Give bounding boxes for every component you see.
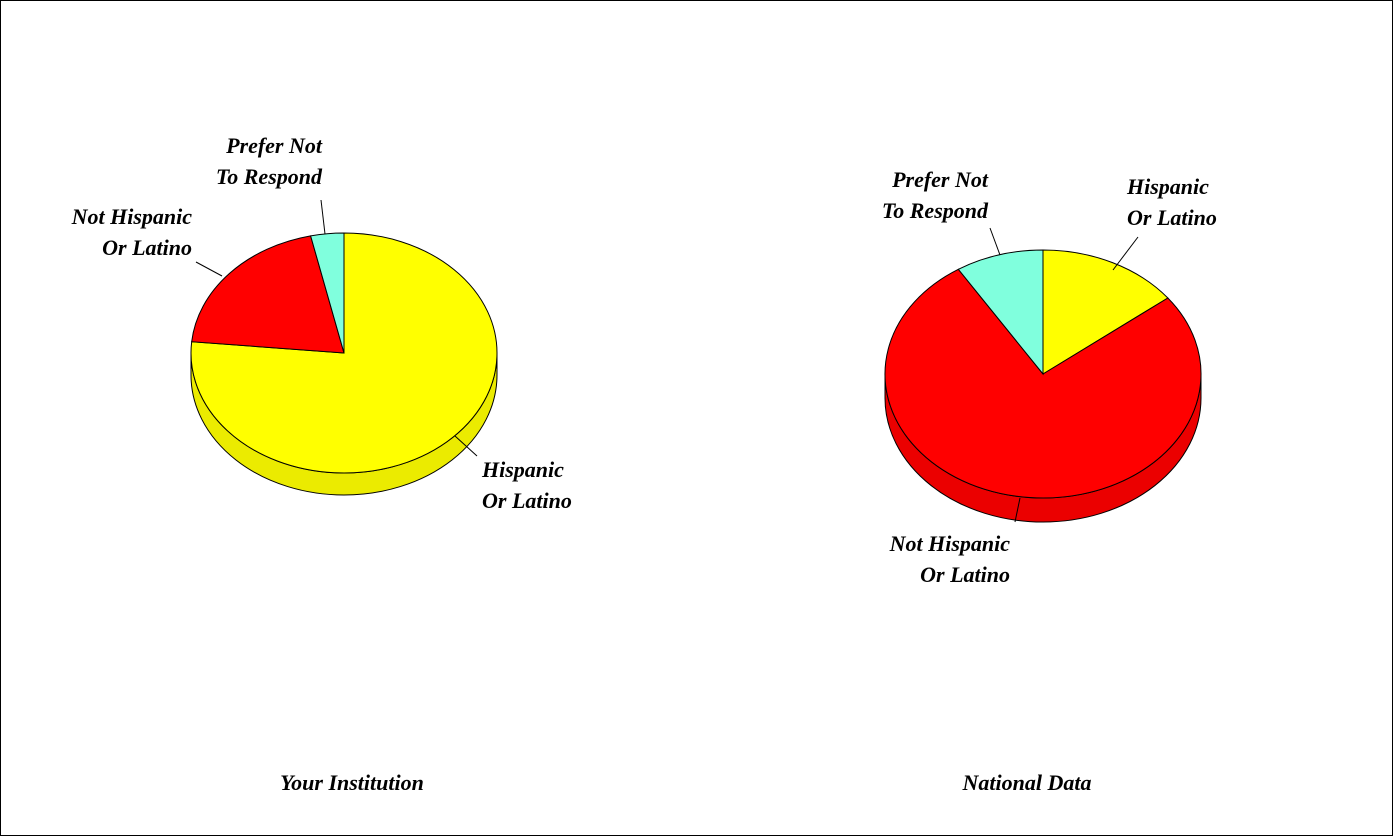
slice-label-line-0-1-0: Not Hispanic xyxy=(71,204,193,229)
slice-label-line-1-1-0: Not Hispanic xyxy=(889,531,1011,556)
slice-label-line-1-0-1: Or Latino xyxy=(1127,205,1217,230)
leader-line-0-2 xyxy=(320,199,326,235)
slice-label-line-1-0-0: Hispanic xyxy=(1126,174,1209,199)
leader-line-1-0 xyxy=(1112,236,1139,271)
pie-chart-your-institution: Hispanic Or Latino Not Hispanic Or Latino Pr… xyxy=(71,133,572,513)
pie-slice-1-0 xyxy=(1042,249,1169,375)
slice-label-1-2: Prefer Not To Respond xyxy=(882,167,989,223)
pie-slice-0-2 xyxy=(309,232,345,354)
slice-label-0-0: Hispanic Or Latino xyxy=(481,457,572,513)
leader-line-0-0 xyxy=(454,435,478,457)
chart-title-national-data: National Data xyxy=(962,770,1092,795)
pie-slice-1-2 xyxy=(957,249,1044,376)
slice-label-line-0-0-0: Hispanic xyxy=(481,457,564,482)
slice-label-line-1-2-0: Prefer Not xyxy=(891,167,989,192)
chart-title-your-institution: Your Institution xyxy=(280,770,424,795)
pie-slice-0-1 xyxy=(191,235,345,354)
slice-label-1-1: Not Hispanic Or Latino xyxy=(889,531,1011,587)
slice-label-1-0: Hispanic Or Latino xyxy=(1126,174,1217,230)
leader-line-1-2 xyxy=(989,227,1001,256)
slice-label-line-1-1-1: Or Latino xyxy=(920,562,1010,587)
slice-label-0-2: Prefer Not To Respond xyxy=(216,133,323,189)
slice-label-line-1-2-1: To Respond xyxy=(882,198,989,223)
leader-line-1-1 xyxy=(1014,497,1021,523)
slice-label-0-1: Not Hispanic Or Latino xyxy=(71,204,193,260)
slice-label-line-0-2-0: Prefer Not xyxy=(225,133,323,158)
pie-slice-1-1 xyxy=(884,268,1202,499)
slice-label-line-0-2-1: To Respond xyxy=(216,164,323,189)
slice-label-line-0-0-1: Or Latino xyxy=(482,488,572,513)
leader-line-0-1 xyxy=(195,261,223,277)
pie-chart-national-data: Hispanic Or Latino Not Hispanic Or Latino Pr… xyxy=(882,167,1217,587)
slice-label-line-0-1-1: Or Latino xyxy=(102,235,192,260)
